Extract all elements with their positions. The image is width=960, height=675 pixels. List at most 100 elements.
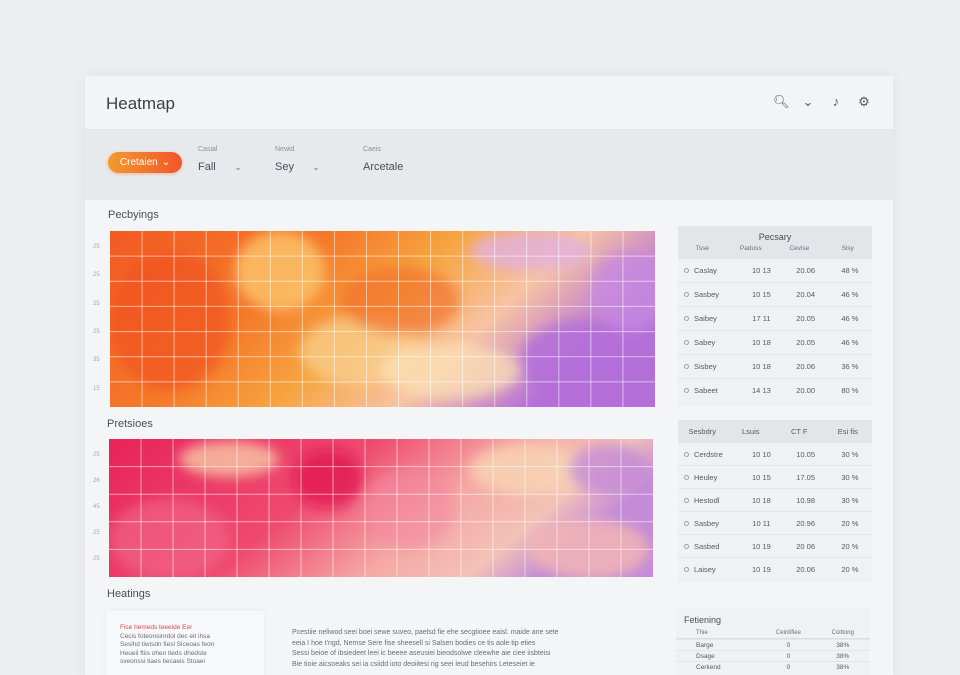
row-label: Sabey	[694, 338, 716, 347]
category-dropdown-button[interactable]: Cretaien ⌄	[108, 152, 182, 173]
table-cell: 10 18	[752, 362, 771, 371]
table-cell: 20.00	[796, 386, 816, 395]
y-tick-label: 25	[93, 300, 100, 307]
table-cell: Caslay	[678, 266, 739, 275]
secondary-table-header: Sesbdry Lsuis CT F Esi fis	[678, 420, 872, 442]
chevron-down-icon: ⌄	[234, 162, 242, 172]
heatmap-2[interactable]	[109, 439, 653, 577]
table-cell: Cerdstre	[678, 450, 739, 459]
table-row[interactable]: Sasbed 10 19 20 06 20 %	[678, 534, 872, 557]
column-header[interactable]: Lsuis	[741, 426, 760, 436]
y-tick-label: 25	[93, 452, 100, 458]
paragraph-line: eeia I hoe t'ngd, Nemse Sere fise sheese…	[292, 639, 536, 647]
heatings-title: Heatings	[107, 588, 151, 600]
column-header[interactable]: Thie	[696, 629, 708, 636]
y-tick-label: 15	[93, 385, 100, 392]
table-row[interactable]: Laisey 10 19 20.06 20 %	[678, 557, 872, 580]
table-cell: Barge	[696, 641, 714, 649]
table-row[interactable]: Saibey 17 11 20.05 46 %	[678, 306, 872, 330]
table-row[interactable]: Sabeet 14 13 20.00 80 %	[678, 378, 872, 402]
notes-lead: Fise hemeds teeeide Eer	[120, 624, 193, 631]
secondary-table-body: Cerdstre 10 10 10.05 30 % Heuley 10 15 17.05 30…	[678, 442, 872, 580]
row-label: Sabeet	[694, 386, 718, 395]
table-row[interactable]: Barge 0 38%	[676, 639, 870, 650]
notes-line: Heueil ftiis ohen tieds dhedste	[120, 649, 207, 657]
y-tick-label: 25	[93, 272, 100, 279]
settings-icon[interactable]: ⚙	[858, 94, 870, 109]
filter-3[interactable]: Caeis Arcetale	[363, 146, 403, 175]
status-dot-icon	[684, 520, 689, 526]
y-tick-label: 25	[93, 530, 100, 536]
summary-table-title: Pecsary	[758, 232, 792, 242]
table-cell: 17.05	[796, 472, 816, 482]
table-cell: 46 %	[841, 290, 859, 299]
table-cell: 38%	[836, 663, 850, 671]
column-header[interactable]: Ceintifiee	[775, 629, 801, 636]
paragraph-line: Pcestiie neliwod seei boei sewe suveo, p…	[292, 629, 559, 636]
column-header[interactable]: Paduss	[739, 245, 762, 252]
heatmap-2-title: Pretsioes	[107, 418, 153, 430]
column-header[interactable]: Sesbdry	[688, 426, 716, 436]
column-header[interactable]: Cevise	[789, 245, 810, 252]
filter-bar: Cretaien ⌄ Casial Fall ⌄ Newid Sey ⌄ Cae…	[85, 130, 893, 200]
summary-table-header: Pecsary Tsse Paduss Cevise Sisy	[678, 226, 872, 258]
description-paragraph: Pcestiie neliwod seei boei sewe suveo, p…	[292, 628, 612, 670]
table-cell: 17 11	[752, 314, 771, 323]
table-cell: 80 %	[841, 386, 859, 395]
table-cell: 0	[786, 663, 791, 671]
table-cell: 48 %	[841, 266, 859, 275]
table-cell: 10 10	[752, 449, 771, 459]
bell-icon[interactable]: ♪	[832, 94, 840, 109]
heatmap-1[interactable]	[110, 231, 655, 407]
table-row[interactable]: Heuley 10 15 17.05 30 %	[678, 465, 872, 488]
table-cell: Laisey	[678, 565, 739, 574]
table-cell: 10 11	[752, 518, 771, 528]
table-row[interactable]: Sisbey 10 18 20.06 36 %	[678, 354, 872, 378]
filter-2[interactable]: Newid Sey ⌄	[275, 146, 320, 175]
table-row[interactable]: Cerdstre 10 10 10.05 30 %	[678, 442, 872, 465]
table-cell: 10 19	[752, 564, 771, 574]
summary-table-columns: Tsse Paduss Cevise Sisy	[678, 245, 872, 252]
table-row[interactable]: Dsage 0 38%	[676, 650, 870, 661]
table-row[interactable]: Hestodl 10 18 10.98 30 %	[678, 488, 872, 511]
table-cell: 14 13	[752, 386, 771, 395]
table-row[interactable]: Sabey 10 18 20.05 46 %	[678, 330, 872, 354]
chevron-down-icon: ⌄	[161, 157, 171, 168]
column-header[interactable]: CT F	[790, 426, 808, 436]
table-row[interactable]: Caslay 10 13 20.06 48 %	[678, 258, 872, 282]
column-header[interactable]: Sisy	[841, 245, 854, 252]
table-row[interactable]: Cerkend 0 38%	[676, 661, 870, 672]
row-label: Hestodl	[694, 495, 720, 505]
column-header[interactable]: Esi fis	[837, 426, 858, 436]
filter-2-caption: Newid	[275, 146, 295, 153]
table-row[interactable]: Sasbey 10 15 20.04 46 %	[678, 282, 872, 306]
top-bar: Heatmap 🔍︎ ⌄ ♪ ⚙	[85, 76, 893, 130]
y-tick-label: 26	[93, 478, 100, 484]
row-label: Sasbed	[694, 541, 720, 551]
row-label: Sasbey	[694, 518, 720, 528]
table-cell: 20.04	[796, 290, 816, 299]
table-cell: Cerkend	[696, 663, 721, 671]
column-header[interactable]: Tsse	[695, 245, 709, 252]
status-dot-icon	[684, 364, 689, 369]
y-tick-label: 25	[93, 244, 100, 250]
chevron-down-icon[interactable]: ⌄	[802, 94, 814, 109]
status-dot-icon	[684, 316, 689, 321]
table-cell: Sabey	[678, 338, 739, 347]
table-cell: 38%	[836, 652, 850, 660]
notes-line: Cecis foteonsinrdol dec eit ihsa	[120, 632, 210, 640]
filter-1[interactable]: Casial Fall ⌄	[198, 146, 242, 175]
table-cell: Sasbey	[678, 290, 739, 299]
row-label: Caslay	[694, 266, 717, 275]
column-header[interactable]: Coittong	[831, 629, 854, 636]
filter-1-value: Fall	[198, 161, 216, 173]
table-cell: 20.96	[796, 518, 816, 528]
table-row[interactable]: Sasbey 10 11 20.96 20 %	[678, 511, 872, 534]
search-icon[interactable]: 🔍︎	[773, 94, 790, 109]
table-cell: 10 15	[752, 472, 771, 482]
filter-1-caption: Casial	[198, 146, 218, 153]
row-label: Laisey	[694, 564, 716, 574]
status-dot-icon	[684, 340, 689, 345]
table-cell: 0	[786, 641, 791, 649]
chevron-down-icon: ⌄	[312, 162, 320, 172]
